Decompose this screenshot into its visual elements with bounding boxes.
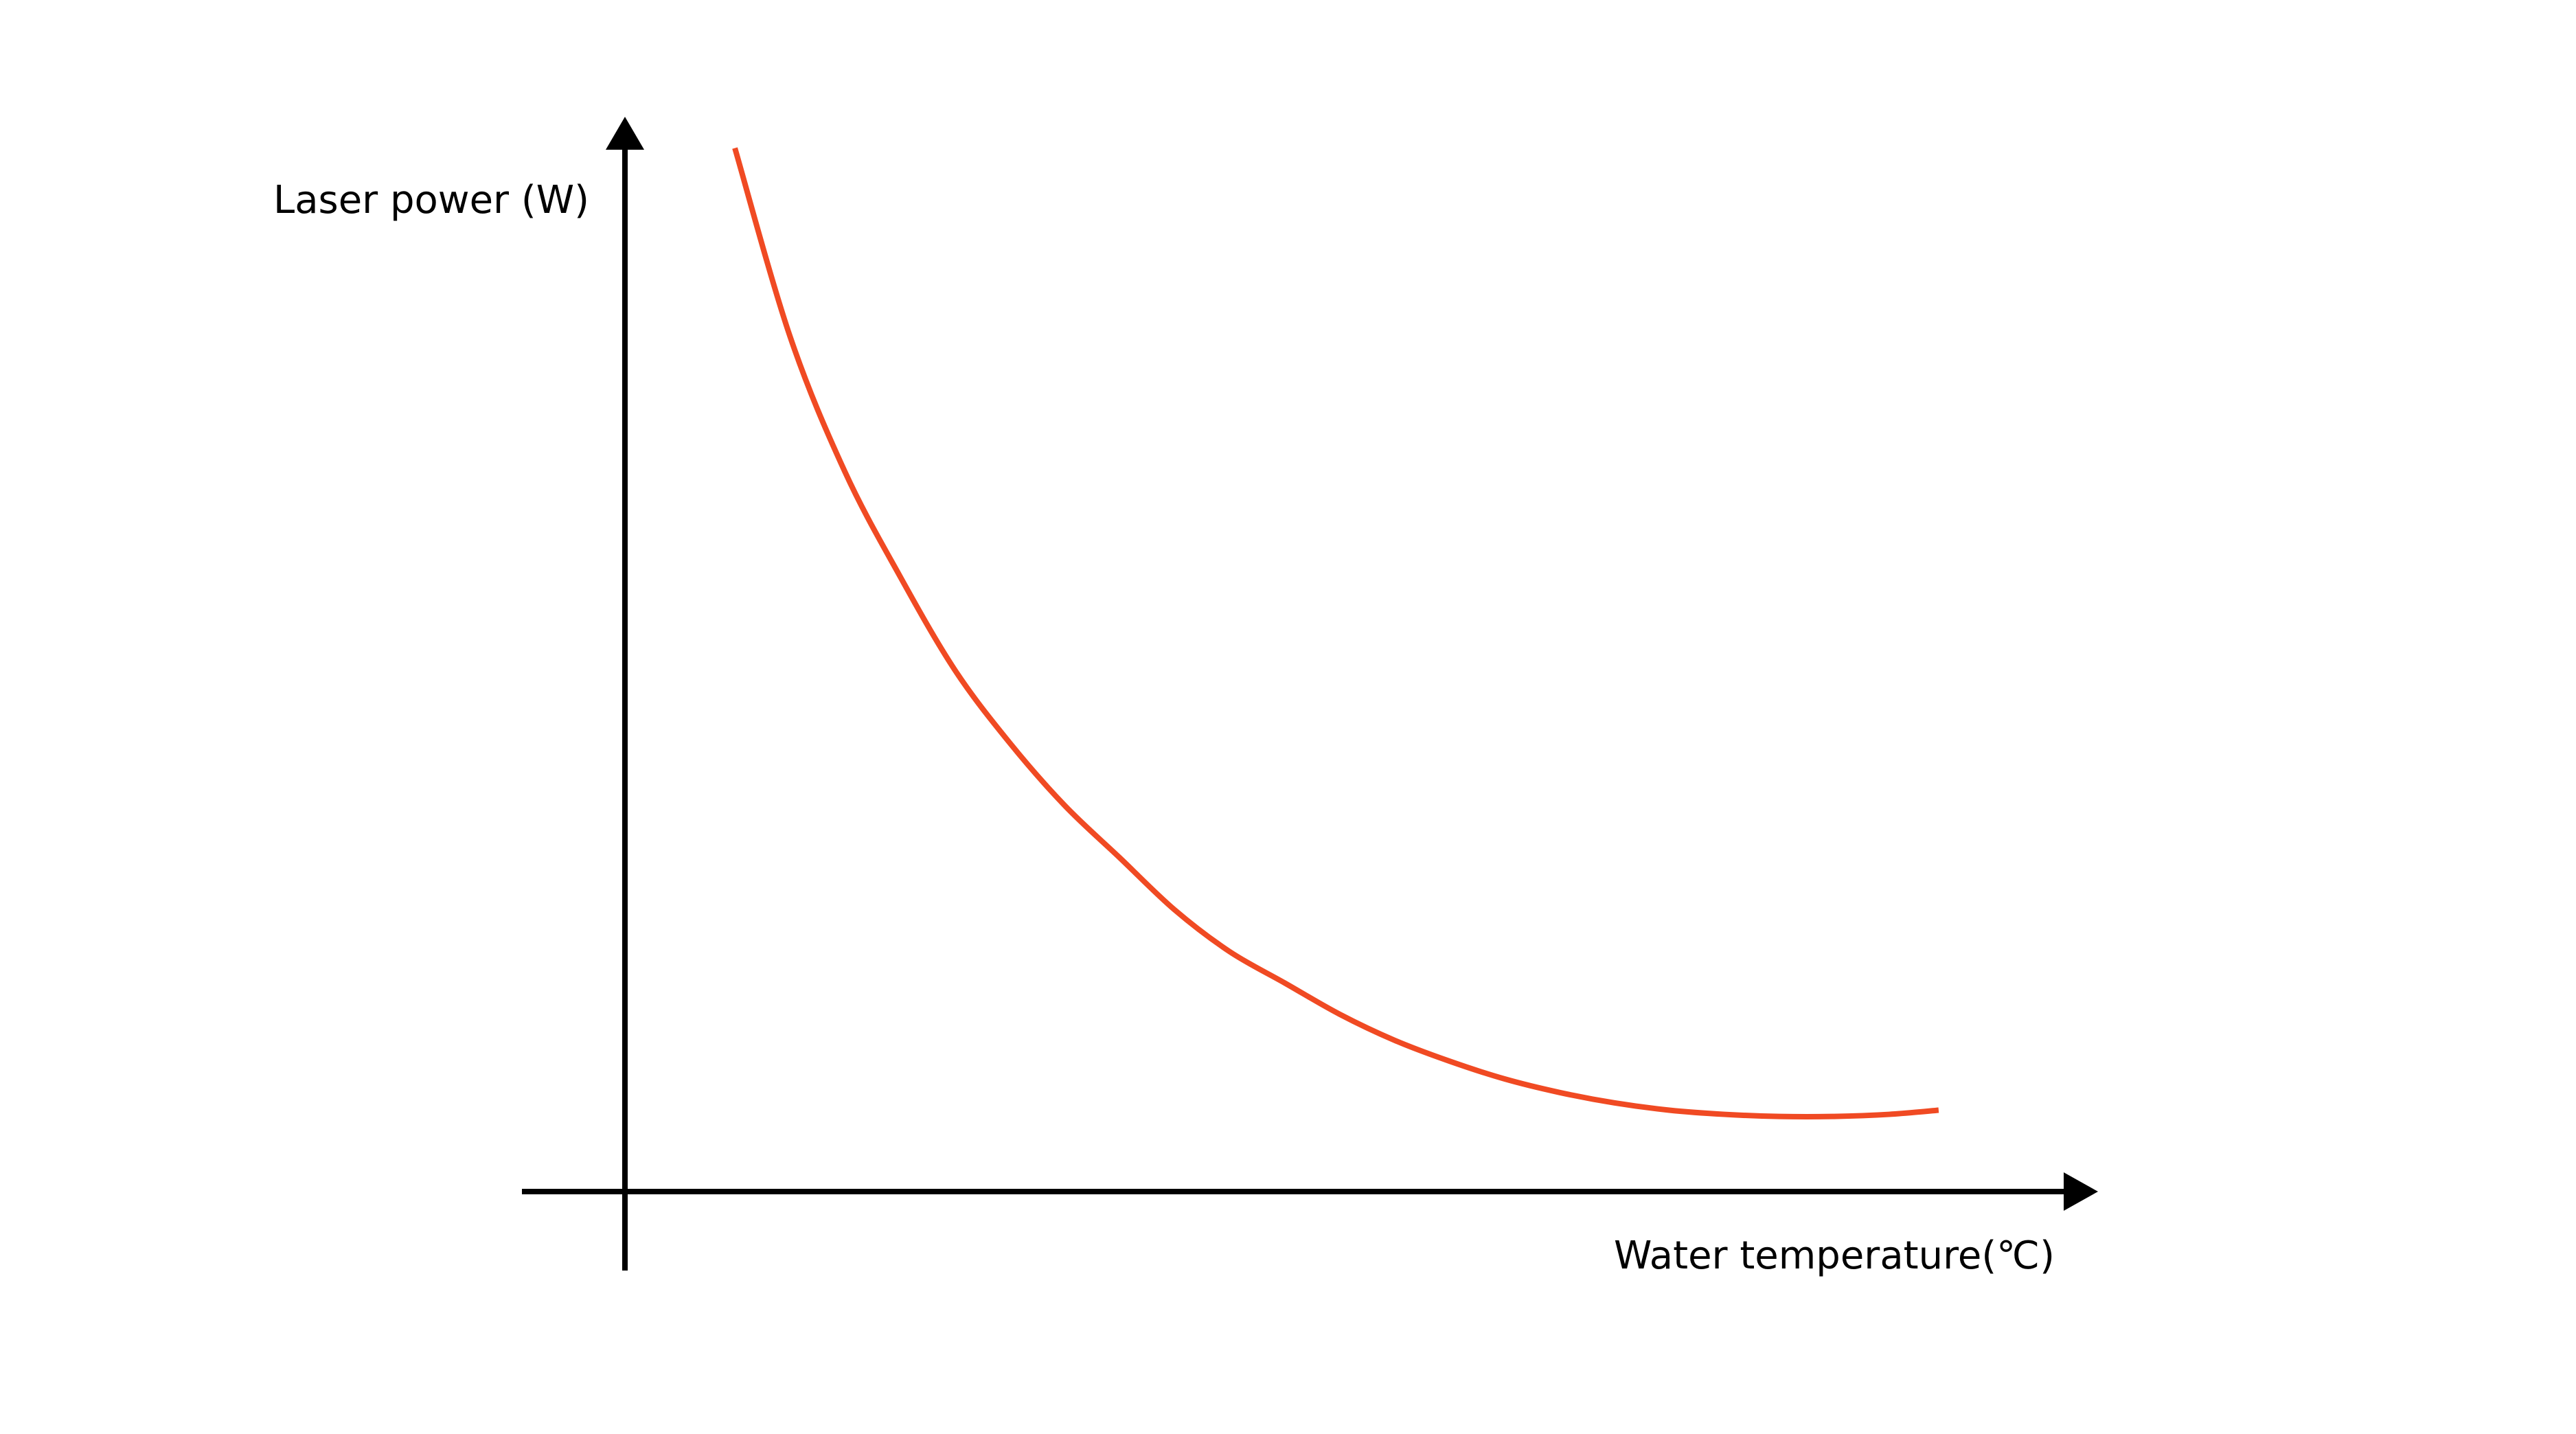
series-line-0 (732, 147, 1939, 1119)
x-axis-arrow-icon (2064, 1172, 2098, 1211)
series-layer (732, 147, 1939, 1119)
x-axis-label: Water temperature(℃) (1614, 1233, 2055, 1278)
y-axis-arrow-icon (606, 117, 644, 150)
y-axis-label: Laser power (W) (273, 178, 589, 223)
